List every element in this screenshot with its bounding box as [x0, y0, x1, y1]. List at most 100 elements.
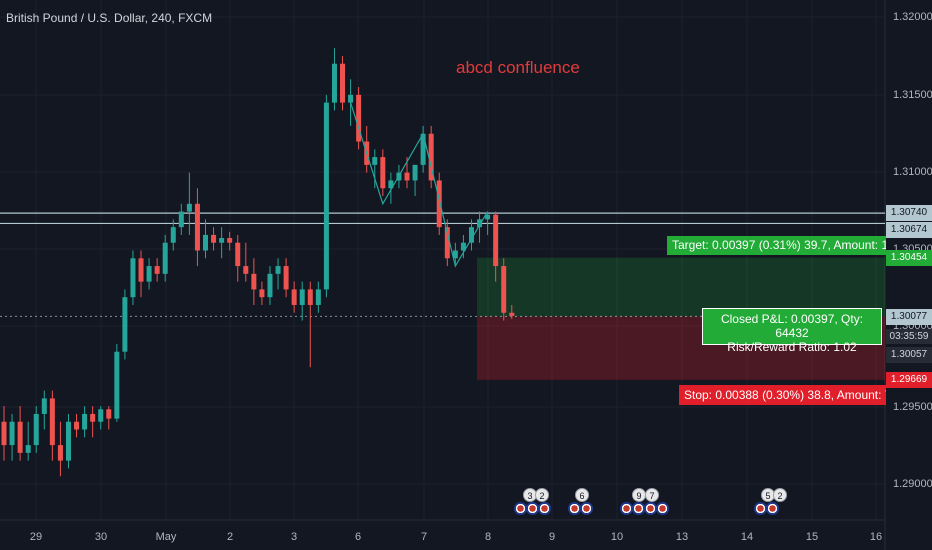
date-label: 9 — [548, 531, 556, 543]
flag-icon — [754, 502, 767, 515]
event-marker[interactable]: 5 — [761, 488, 775, 502]
candle-body — [90, 413, 96, 422]
candle-body — [243, 266, 249, 274]
date-label: 14 — [740, 531, 754, 543]
candle-body — [444, 227, 450, 259]
candle-body — [452, 250, 458, 259]
stop-label[interactable]: Stop: 0.00388 (0.30%) 38.8, Amount: 7 — [679, 385, 886, 405]
candle-body — [57, 445, 63, 461]
date-label: 16 — [869, 531, 883, 543]
price-label: 1.29000 — [893, 478, 932, 490]
candle-body — [291, 289, 297, 305]
pnl-line: Closed P&L: 0.00397, Qty: 64432 — [720, 312, 864, 340]
date-label: 2 — [226, 531, 234, 543]
candle-body — [154, 266, 160, 274]
candle-body — [235, 242, 241, 267]
date-label: May — [155, 531, 177, 543]
symbol-title[interactable]: British Pound / U.S. Dollar, 240, FXCM — [6, 11, 213, 25]
pnl-box[interactable]: Closed P&L: 0.00397, Qty: 64432 Risk/Rew… — [702, 308, 882, 354]
candle-body — [372, 157, 378, 165]
flag-icon — [580, 502, 593, 515]
candle-body — [468, 227, 474, 243]
candle-body — [162, 242, 168, 274]
flag-icon — [620, 502, 633, 515]
candle-body — [404, 172, 410, 181]
event-marker[interactable]: 9 — [632, 488, 646, 502]
candle-body — [307, 289, 313, 305]
candle-body — [203, 234, 208, 251]
event-marker[interactable]: 7 — [645, 488, 659, 502]
candle-body — [106, 409, 112, 419]
candle-body — [251, 273, 257, 290]
level-tag[interactable]: 1.30740 — [886, 205, 932, 221]
candle-body — [412, 164, 418, 181]
risk-reward-line: Risk/Reward Ratio: 1.02 — [727, 340, 857, 354]
date-label: 15 — [805, 531, 819, 543]
abcd-pattern — [350, 102, 489, 268]
candle-body — [331, 63, 337, 103]
candle-body — [98, 409, 104, 422]
date-label: 30 — [94, 531, 108, 543]
candle-body — [267, 273, 273, 298]
date-label: 7 — [420, 531, 428, 543]
candle-body — [509, 312, 515, 316]
candle-body — [178, 211, 184, 228]
event-marker[interactable]: 2 — [773, 488, 787, 502]
candle-body — [194, 203, 200, 251]
candle-body — [65, 421, 71, 461]
candle-body — [348, 94, 354, 103]
candle-body — [138, 258, 144, 282]
candle-body — [283, 266, 289, 290]
target-label[interactable]: Target: 0.00397 (0.31%) 39.7, Amount: 1 — [667, 236, 886, 255]
candle-body — [388, 180, 394, 189]
date-label: 6 — [354, 531, 362, 543]
entry-price-tag[interactable]: 1.30077 — [886, 309, 932, 325]
candle-body — [82, 413, 88, 430]
price-label: 1.31500 — [893, 89, 932, 101]
price-label: 1.31000 — [893, 166, 932, 178]
candle-body — [380, 157, 386, 189]
abcd-lines — [350, 102, 489, 268]
date-label: 13 — [675, 531, 689, 543]
date-label: 3 — [290, 531, 298, 543]
candle-body — [323, 102, 329, 290]
candle-body — [501, 266, 507, 313]
candle-body — [122, 297, 128, 352]
candle-body — [340, 63, 346, 103]
position-zones — [477, 257, 885, 380]
flag-icon — [514, 502, 527, 515]
event-marker[interactable]: 2 — [535, 488, 549, 502]
candle-countdown: 03:35:59 — [886, 329, 932, 344]
candle-body — [460, 242, 466, 251]
date-label: 10 — [610, 531, 624, 543]
candle-body — [420, 133, 426, 165]
candles — [1, 48, 515, 477]
candle-body — [33, 413, 39, 446]
candle-body — [275, 266, 281, 274]
event-marker[interactable]: 6 — [575, 488, 589, 502]
target-zone — [477, 257, 885, 317]
flag-icon — [766, 502, 779, 515]
stop-price-tag[interactable]: 1.29669 — [886, 372, 932, 388]
price-label: 1.29500 — [893, 401, 932, 413]
chart-annotation[interactable]: abcd confluence — [456, 58, 580, 77]
flag-icon — [526, 502, 539, 515]
candle-body — [259, 289, 265, 298]
candle-body — [211, 234, 217, 243]
candle-body — [17, 421, 23, 453]
date-label: 8 — [484, 531, 492, 543]
candle-body — [436, 180, 442, 228]
candle-body — [219, 238, 225, 243]
candle-body — [227, 238, 233, 243]
flag-icon — [538, 502, 551, 515]
level-tag[interactable]: 1.30674 — [886, 222, 932, 238]
candle-body — [9, 421, 15, 446]
candle-body — [356, 94, 362, 142]
flag-icon — [568, 502, 581, 515]
candle-body — [41, 398, 47, 414]
candle-body — [315, 289, 321, 305]
candle-body — [1, 421, 7, 446]
target-price-tag[interactable]: 1.30454 — [886, 250, 932, 266]
